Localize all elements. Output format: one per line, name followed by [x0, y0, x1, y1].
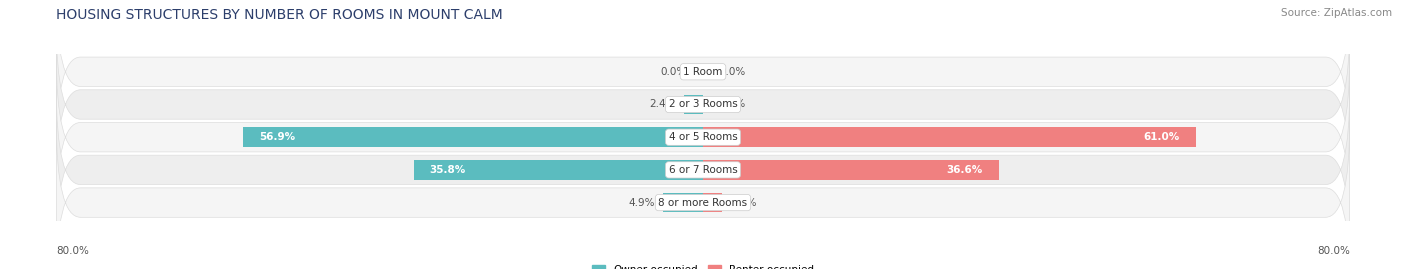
Text: 6 or 7 Rooms: 6 or 7 Rooms	[669, 165, 737, 175]
Text: 2.4%: 2.4%	[650, 100, 675, 109]
Bar	[664, 193, 703, 213]
FancyBboxPatch shape	[56, 54, 1350, 221]
FancyBboxPatch shape	[56, 0, 1350, 155]
Text: 4.9%: 4.9%	[628, 198, 655, 208]
Bar	[703, 193, 723, 213]
Bar	[683, 95, 703, 114]
Text: 80.0%: 80.0%	[56, 246, 89, 256]
Text: 0.0%: 0.0%	[661, 67, 688, 77]
Bar	[413, 160, 703, 180]
Text: 4 or 5 Rooms: 4 or 5 Rooms	[669, 132, 737, 142]
Legend: Owner-occupied, Renter-occupied: Owner-occupied, Renter-occupied	[588, 260, 818, 269]
Bar	[243, 128, 703, 147]
Text: HOUSING STRUCTURES BY NUMBER OF ROOMS IN MOUNT CALM: HOUSING STRUCTURES BY NUMBER OF ROOMS IN…	[56, 8, 503, 22]
Bar	[703, 128, 1197, 147]
Text: Source: ZipAtlas.com: Source: ZipAtlas.com	[1281, 8, 1392, 18]
FancyBboxPatch shape	[56, 87, 1350, 253]
Text: 36.6%: 36.6%	[946, 165, 983, 175]
Text: 0.0%: 0.0%	[720, 67, 745, 77]
FancyBboxPatch shape	[56, 119, 1350, 269]
Text: 61.0%: 61.0%	[1143, 132, 1180, 142]
Bar	[703, 160, 998, 180]
Text: 1 Room: 1 Room	[683, 67, 723, 77]
Text: 8 or more Rooms: 8 or more Rooms	[658, 198, 748, 208]
Text: 0.0%: 0.0%	[720, 100, 745, 109]
Text: 35.8%: 35.8%	[430, 165, 465, 175]
Text: 56.9%: 56.9%	[259, 132, 295, 142]
FancyBboxPatch shape	[56, 21, 1350, 188]
Text: 2 or 3 Rooms: 2 or 3 Rooms	[669, 100, 737, 109]
Text: 80.0%: 80.0%	[1317, 246, 1350, 256]
Text: 2.4%: 2.4%	[731, 198, 756, 208]
